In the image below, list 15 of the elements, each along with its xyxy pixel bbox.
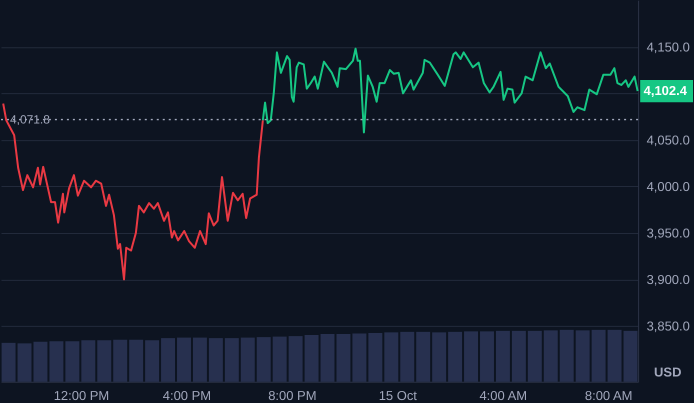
annotation: 4,102.4 <box>644 83 688 98</box>
text: USD <box>654 364 682 380</box>
y-tick-label: 3,850.0 <box>646 318 690 334</box>
x-tick-label: 8:00 PM <box>268 388 317 404</box>
x-tick-label: 4:00 PM <box>162 388 212 404</box>
x-tick-label: 4:00 AM <box>479 388 528 404</box>
y-tick-label: 3,900.0 <box>646 272 690 287</box>
x-tick-label: 8:00 AM <box>584 388 632 404</box>
ref-line-label: 4,071.8 <box>10 112 50 127</box>
y-tick-label: 4,000.0 <box>646 178 690 194</box>
y-tick-label: 4,150.0 <box>646 39 690 54</box>
x-tick-label: 12:00 PM <box>54 388 110 404</box>
y-tick-label: 3,950.0 <box>646 225 690 240</box>
x-tick-label: 15 Oct <box>378 388 418 404</box>
y-tick-label: 4,050.0 <box>646 132 690 148</box>
